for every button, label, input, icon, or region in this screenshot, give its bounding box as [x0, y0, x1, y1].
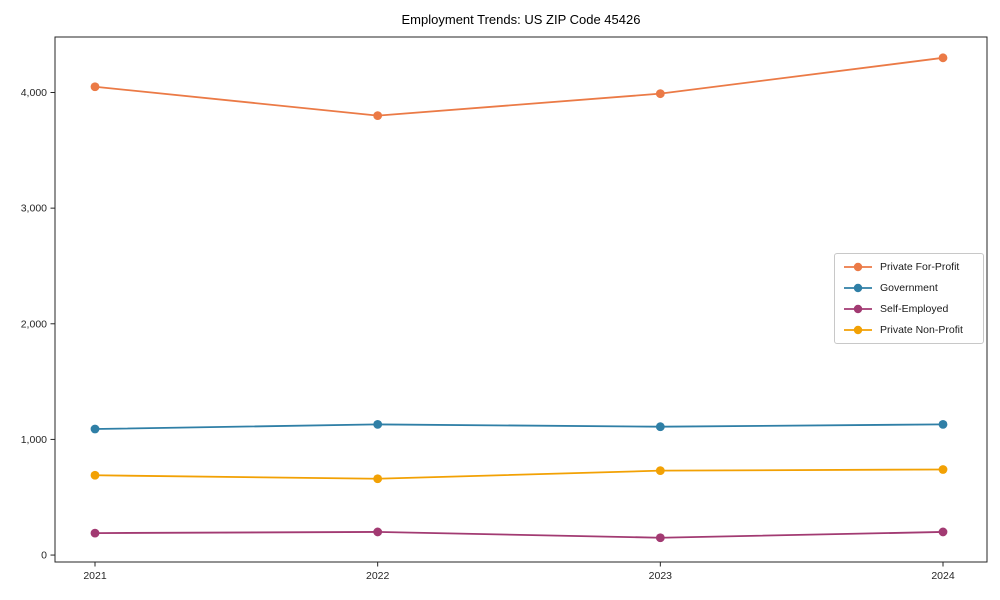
legend-label: Government [880, 282, 938, 295]
data-point-private-for-profit [655, 89, 665, 99]
x-tick-label: 2021 [83, 570, 107, 582]
y-tick-label: 0 [41, 550, 47, 562]
legend-line-marker-icon [844, 283, 872, 293]
data-point-private-non-profit [90, 470, 100, 480]
data-point-private-non-profit [655, 466, 665, 476]
data-point-self-employed [655, 533, 665, 543]
legend-label: Private For-Profit [880, 261, 960, 274]
legend-item-self-employed: Self-Employed [843, 303, 975, 315]
data-point-self-employed [90, 528, 100, 538]
y-tick-label: 3,000 [21, 203, 47, 215]
data-point-government [90, 424, 100, 434]
x-tick-label: 2023 [649, 570, 673, 582]
data-point-private-non-profit [938, 465, 948, 474]
legend-item-private-for-profit: Private For-Profit [843, 261, 975, 273]
legend-line-marker-icon [844, 304, 872, 314]
data-point-government [655, 422, 665, 432]
plot-border [54, 36, 988, 563]
data-point-private-non-profit [373, 474, 383, 484]
data-point-government [938, 419, 948, 429]
legend-label: Private Non-Profit [880, 323, 963, 336]
series-line-private-for-profit [94, 56, 944, 117]
x-tick-label: 2022 [366, 570, 390, 582]
data-point-government [373, 419, 383, 429]
legend-label: Self-Employed [880, 302, 949, 315]
series-line-self-employed [94, 531, 944, 539]
x-tick-label: 2024 [931, 570, 955, 582]
y-tick-label: 1,000 [21, 434, 47, 446]
data-point-private-for-profit [938, 53, 948, 63]
legend-item-private-non-profit: Private Non-Profit [843, 324, 975, 336]
series-line-government [94, 423, 944, 430]
data-point-private-for-profit [90, 82, 100, 92]
data-point-self-employed [938, 527, 948, 537]
y-tick-label: 4,000 [21, 87, 47, 99]
chart-title: Employment Trends: US ZIP Code 45426 [401, 12, 641, 27]
series-line-private-non-profit [94, 468, 944, 480]
legend-line-marker-icon [844, 325, 872, 334]
legend: Private For-Profit Government Self-Employe… [834, 253, 984, 344]
legend-item-government: Government [843, 282, 975, 294]
data-point-self-employed [373, 527, 383, 537]
y-tick-label: 2,000 [21, 318, 47, 330]
data-point-private-for-profit [373, 111, 383, 121]
legend-line-marker-icon [844, 263, 872, 272]
